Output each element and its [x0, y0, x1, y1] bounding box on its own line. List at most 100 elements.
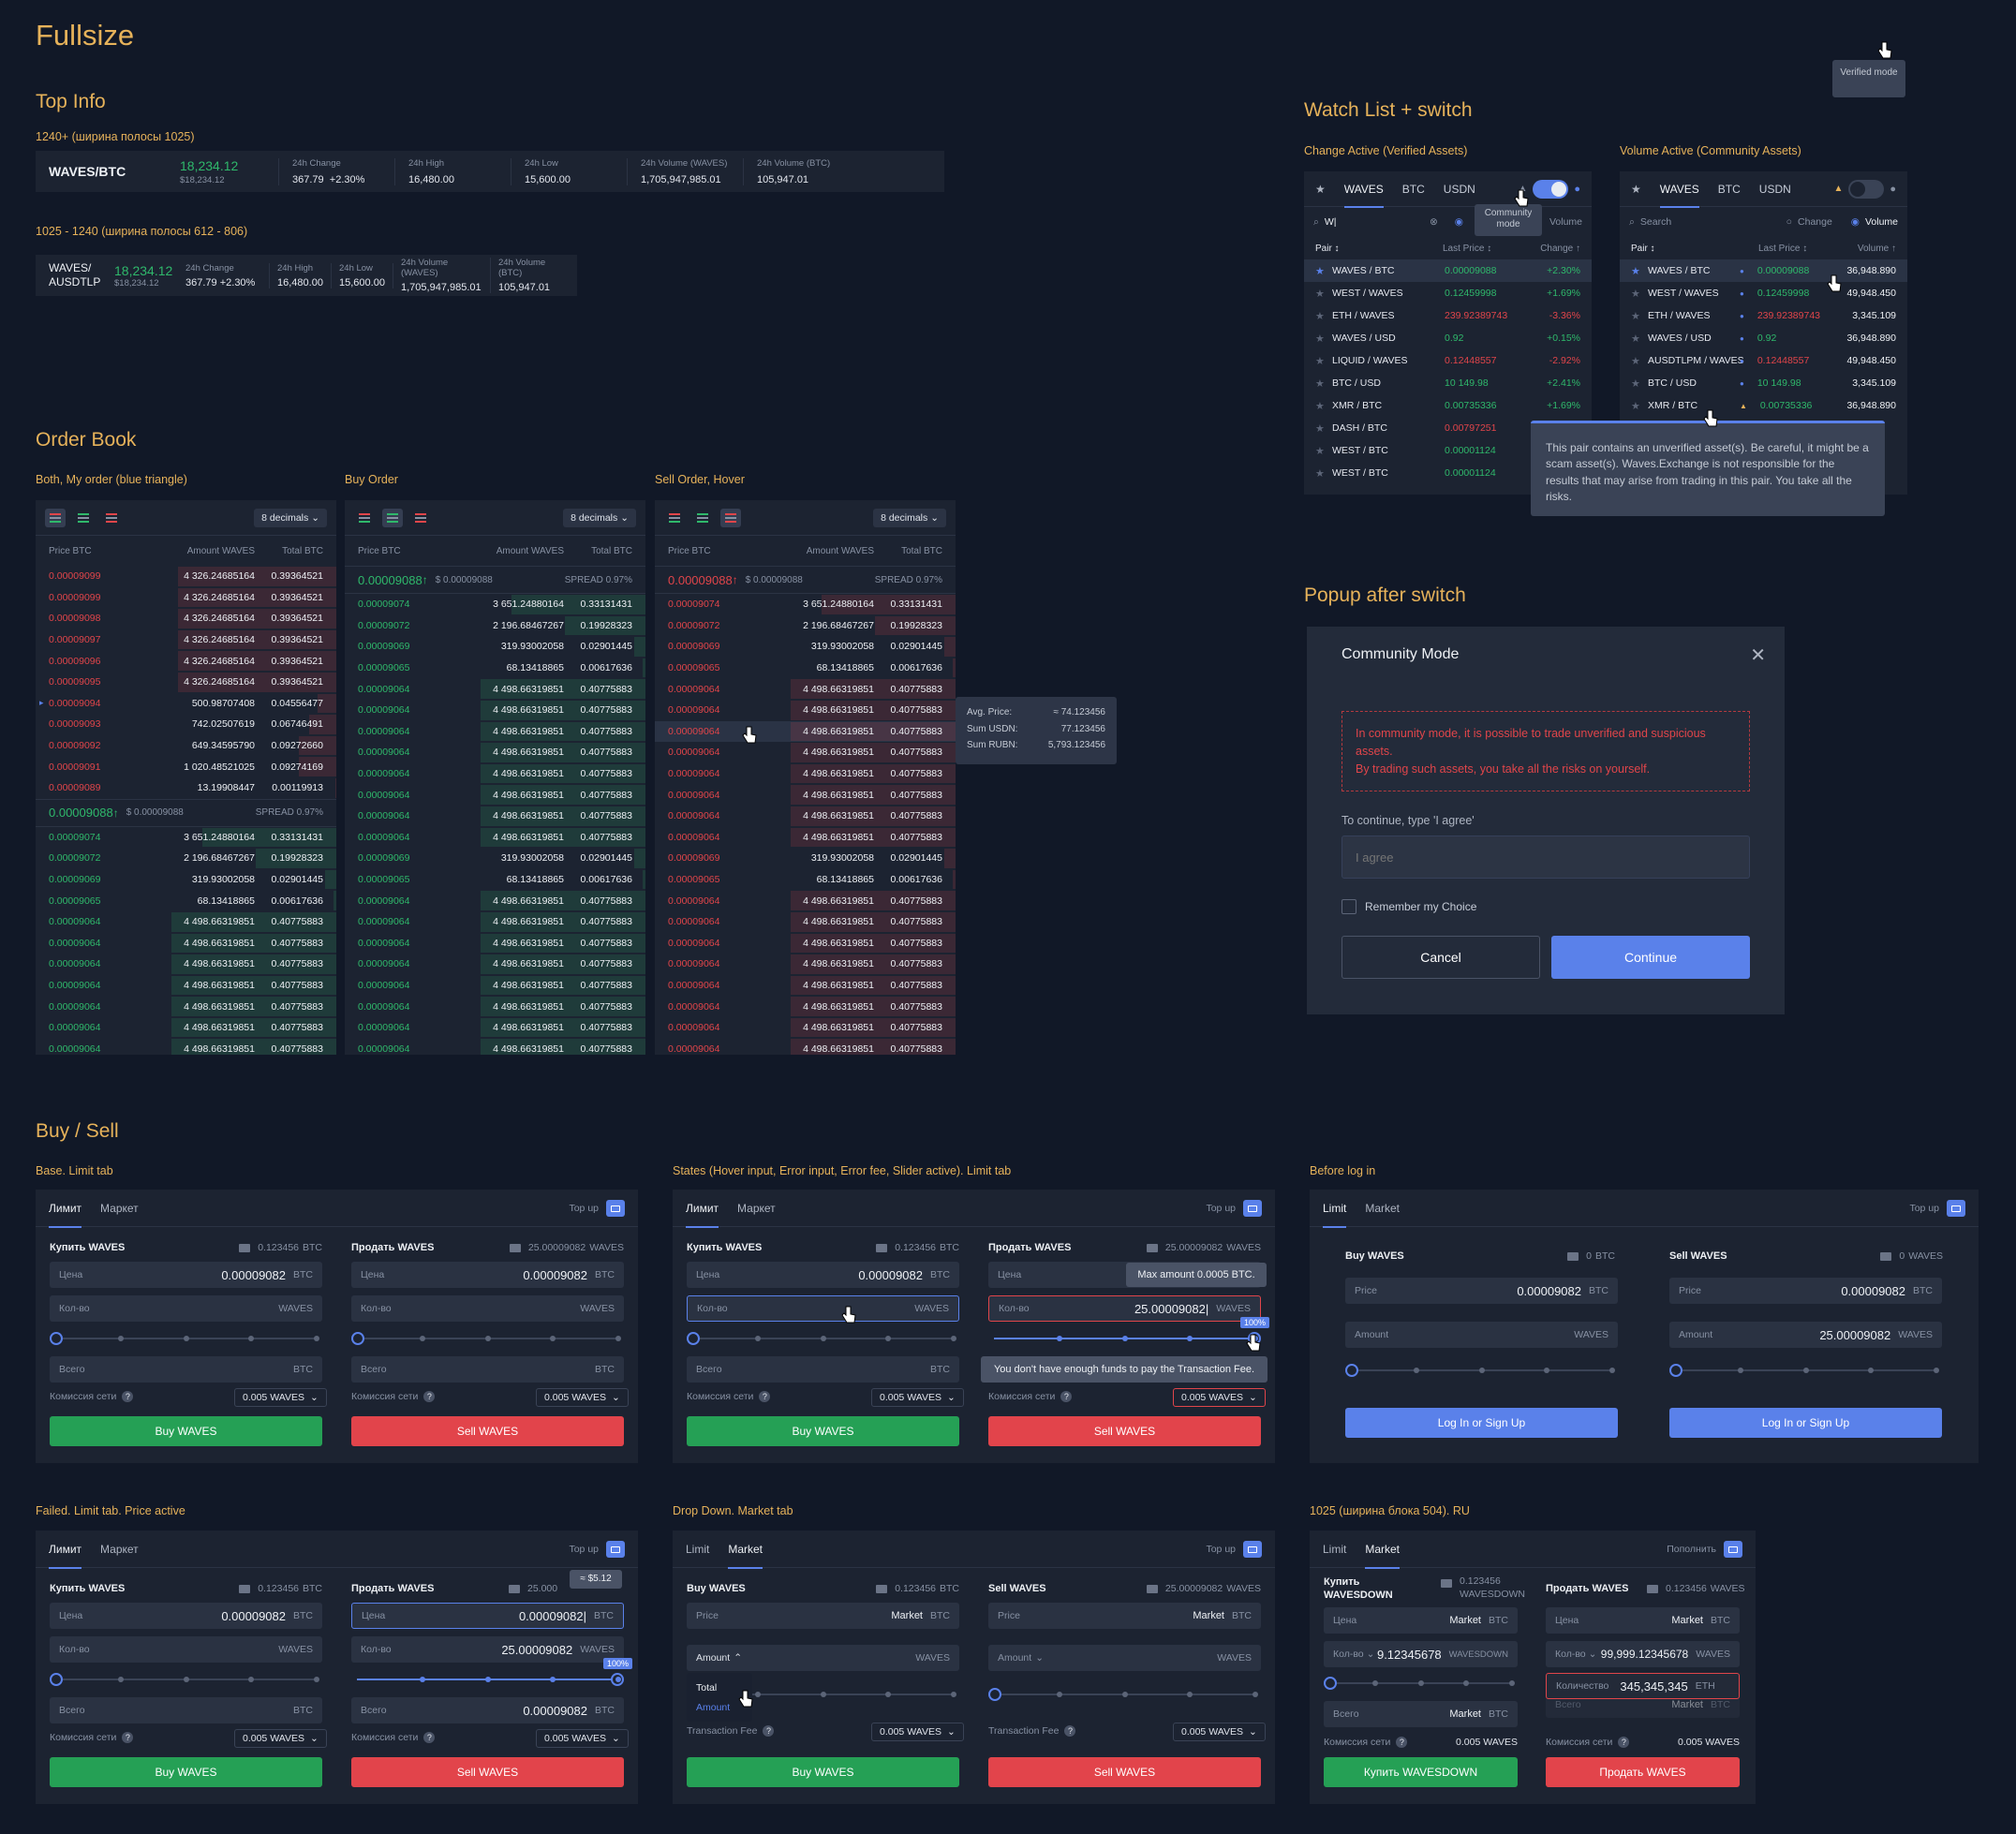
tab-limit[interactable]: Limit: [1323, 1542, 1347, 1556]
orderbook-row[interactable]: 0.00009064 4 498.66319851 0.40775883: [345, 827, 645, 849]
orderbook-row[interactable]: 0.00009064 4 498.66319851 0.40775883: [655, 806, 956, 827]
topup-label[interactable]: Top up: [1206, 1203, 1236, 1214]
wl-tab-btc[interactable]: BTC: [1717, 182, 1741, 196]
tab-limit[interactable]: Лимит: [686, 1190, 719, 1228]
orderbook-row[interactable]: 0.00009064 4 498.66319851 0.40775883: [655, 678, 956, 700]
orderbook-row[interactable]: 0.00009064 4 498.66319851 0.40775883: [36, 1038, 336, 1055]
watchlist-row[interactable]: ★ BTC / USD 10 149.98 +2.41%: [1304, 372, 1592, 394]
wl-tab-waves[interactable]: WAVES: [1343, 171, 1384, 208]
watchlist-row[interactable]: ★ AUSDTLPM / WAVES ● 0.12448557 49,948.450: [1620, 349, 1907, 372]
orderbook-row[interactable]: 0.00009064 4 498.66319851 0.40775883: [345, 700, 645, 721]
wallet-icon[interactable]: [606, 1541, 625, 1558]
tab-limit[interactable]: Limit: [686, 1542, 710, 1556]
watchlist-row[interactable]: ★ WEST / BTC 0.00001124: [1304, 462, 1592, 484]
help-icon[interactable]: ?: [1396, 1737, 1408, 1748]
star-icon[interactable]: ★: [1315, 467, 1325, 480]
orderbook-row[interactable]: 0.00009072 2 196.68467267 0.19928323: [345, 615, 645, 637]
buy-amount-slider[interactable]: [687, 1332, 959, 1345]
orderbook-row[interactable]: 0.00009064 4 498.66319851 0.40775883: [345, 763, 645, 785]
help-icon[interactable]: ?: [763, 1725, 775, 1737]
orderbook-row[interactable]: 0.00009091 1 020.48521025 0.09274169: [36, 756, 336, 777]
orderbook-row[interactable]: 0.00009069 319.93002058 0.02901445: [36, 869, 336, 891]
tab-market[interactable]: Маркет: [100, 1542, 139, 1556]
topup-label[interactable]: Top up: [569, 1544, 599, 1555]
wl-tab-usdn[interactable]: USDN: [1443, 182, 1475, 196]
watchlist-row[interactable]: ★ WEST / BTC 0.00001124: [1304, 439, 1592, 462]
star-icon[interactable]: ★: [1315, 333, 1325, 345]
sell-amount-slider[interactable]: [351, 1332, 624, 1345]
wl-col-volume[interactable]: Volume ↑: [1857, 243, 1896, 254]
watchlist-row[interactable]: ★ WAVES / BTC ● 0.00009088 36,948.890: [1620, 259, 1907, 282]
wl-col-change[interactable]: Change ↑: [1540, 243, 1580, 254]
watchlist-row[interactable]: ★ WAVES / USD 0.92 +0.15%: [1304, 327, 1592, 349]
buy-amount-input[interactable]: WAVES: [915, 1652, 950, 1664]
orderbook-row[interactable]: 0.00009099 4 326.24685164 0.39364521: [36, 566, 336, 587]
pair-name[interactable]: WAVES/BTC: [49, 164, 126, 179]
help-icon[interactable]: ?: [1064, 1725, 1076, 1737]
buy-button[interactable]: Buy WAVES: [50, 1757, 322, 1787]
orderbook-row[interactable]: 0.00009064 4 498.66319851 0.40775883: [345, 1038, 645, 1055]
continue-button[interactable]: Continue: [1551, 936, 1750, 979]
wl-col-price[interactable]: Last Price ↕: [1758, 243, 1808, 254]
view-buy-icon[interactable]: [73, 509, 94, 527]
sell-total-input[interactable]: 0.00009082: [523, 1703, 587, 1718]
radio-volume-label[interactable]: Volume: [1864, 216, 1898, 228]
orderbook-row[interactable]: 0.00009096 4 326.24685164 0.39364521: [36, 650, 336, 672]
buy-price-input[interactable]: 0.00009082: [221, 1608, 286, 1623]
radio-volume[interactable]: ◉: [1850, 216, 1860, 228]
orderbook-row[interactable]: 0.00009065 68.13418865 0.00617636: [36, 890, 336, 911]
help-icon[interactable]: ?: [1060, 1391, 1073, 1402]
orderbook-row[interactable]: 0.00009064 4 498.66319851 0.40775883: [655, 742, 956, 763]
sell-amount-slider[interactable]: [988, 1688, 1261, 1701]
tab-limit[interactable]: Лимит: [49, 1190, 82, 1228]
buy-button[interactable]: Buy WAVES: [687, 1757, 959, 1787]
star-icon[interactable]: ★: [1631, 355, 1640, 367]
watchlist-row[interactable]: ★ WEST / WAVES 0.12459998 +1.69%: [1304, 282, 1592, 304]
wl-col-pair[interactable]: Pair ↕: [1315, 243, 1340, 254]
orderbook-row[interactable]: 0.00009064 4 498.66319851 0.40775883: [655, 890, 956, 911]
buy-price-input[interactable]: 0.00009082: [858, 1267, 923, 1282]
amount-dropdown[interactable]: Кол-во: [1333, 1649, 1364, 1660]
help-icon[interactable]: ?: [122, 1732, 134, 1743]
dropdown-option-amount[interactable]: Amount: [696, 1702, 731, 1713]
buy-amount-input[interactable]: WAVES: [1574, 1329, 1608, 1340]
buy-amount-input-hover[interactable]: WAVES: [914, 1303, 949, 1314]
sell-amount-input[interactable]: 25.00009082: [501, 1642, 573, 1657]
orderbook-row[interactable]: 0.00009064 4 498.66319851 0.40775883: [345, 721, 645, 743]
sell-price-input[interactable]: 0.00009082: [1841, 1283, 1905, 1298]
sell-button[interactable]: Sell WAVES: [988, 1757, 1261, 1787]
buy-amount-slider[interactable]: [1345, 1364, 1618, 1377]
wl-tab-usdn[interactable]: USDN: [1758, 182, 1791, 196]
sell-amount-input-error[interactable]: 25.00009082|: [1134, 1301, 1209, 1316]
wallet-icon[interactable]: [606, 1200, 625, 1217]
topup-label[interactable]: Top up: [569, 1203, 599, 1214]
orderbook-row[interactable]: 0.00009064 4 498.66319851 0.40775883: [345, 933, 645, 954]
wallet-icon[interactable]: [1724, 1541, 1742, 1558]
help-icon[interactable]: ?: [1618, 1737, 1630, 1748]
orderbook-row[interactable]: 0.00009097 4 326.24685164 0.39364521: [36, 629, 336, 651]
orderbook-row[interactable]: 0.00009064 4 498.66319851 0.40775883: [345, 742, 645, 763]
sell-button[interactable]: Sell WAVES: [351, 1416, 624, 1446]
star-icon[interactable]: ★: [1631, 288, 1640, 300]
buy-amount-slider[interactable]: [50, 1332, 322, 1345]
orderbook-row[interactable]: 0.00009064 4 498.66319851 0.40775883: [36, 911, 336, 933]
star-icon[interactable]: ★: [1631, 377, 1640, 390]
star-icon[interactable]: ★: [1631, 310, 1640, 322]
amount-dropdown[interactable]: Amount: [998, 1652, 1032, 1664]
orderbook-row[interactable]: 0.00009064 4 498.66319851 0.40775883: [655, 954, 956, 975]
sell-amount-input[interactable]: 25.00009082: [1819, 1327, 1891, 1342]
orderbook-row[interactable]: 0.00009064 4 498.66319851 0.40775883: [655, 700, 956, 721]
buy-amount-slider[interactable]: [50, 1673, 322, 1686]
watchlist-row[interactable]: ★ ETH / WAVES ● 239.92389743 3,345.109: [1620, 304, 1907, 327]
wallet-icon[interactable]: [1243, 1200, 1262, 1217]
star-icon[interactable]: ★: [1631, 265, 1640, 277]
fee-select[interactable]: 0.005 WAVES: [880, 1726, 941, 1738]
sell-button[interactable]: Продать WAVES: [1546, 1757, 1740, 1787]
orderbook-row[interactable]: 0.00009064 4 498.66319851 0.40775883: [655, 1038, 956, 1055]
favorites-star-icon[interactable]: ★: [1631, 182, 1641, 196]
sell-amount-input[interactable]: WAVES: [580, 1303, 615, 1314]
topup-label[interactable]: Пополнить: [1667, 1544, 1716, 1555]
radio-change[interactable]: ○: [1786, 216, 1793, 228]
decimals-select[interactable]: 8 decimals ⌄: [873, 508, 946, 527]
orderbook-row[interactable]: 0.00009064 4 498.66319851 0.40775883: [36, 996, 336, 1017]
